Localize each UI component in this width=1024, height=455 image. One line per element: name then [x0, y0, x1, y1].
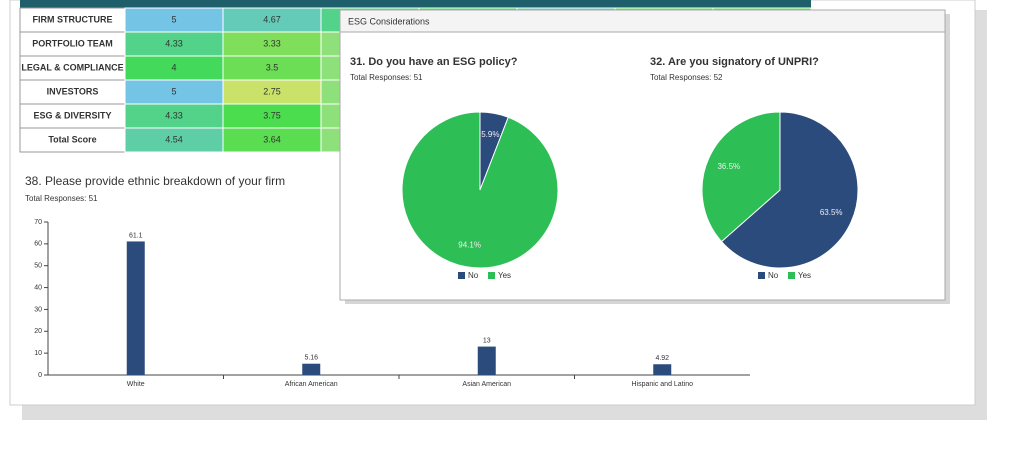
score-cell [124, 79, 224, 105]
score-cell [222, 127, 322, 153]
score-value: 3.75 [263, 110, 281, 120]
y-tick-label: 30 [34, 306, 42, 313]
y-tick-label: 0 [38, 372, 42, 379]
legend-swatch [488, 272, 495, 279]
y-tick-label: 50 [34, 263, 42, 270]
score-value: 3.33 [263, 38, 281, 48]
y-tick-label: 20 [34, 328, 42, 335]
legend-swatch [758, 272, 765, 279]
y-tick-label: 70 [34, 219, 42, 226]
score-value: 2.75 [263, 86, 281, 96]
legend-label: No [468, 271, 479, 280]
legend-label: Yes [798, 271, 811, 280]
x-tick-label: African American [285, 381, 338, 388]
x-tick-label: Asian American [462, 381, 511, 388]
score-cell [124, 7, 224, 33]
score-cell [124, 31, 224, 57]
row-label: PORTFOLIO TEAM [32, 38, 113, 48]
panel-title: ESG Considerations [348, 16, 430, 26]
score-value: 4.54 [165, 134, 183, 144]
x-tick-label: Hispanic and Latino [632, 381, 694, 388]
score-cell [222, 79, 322, 105]
score-value: 5 [171, 86, 176, 96]
bar-value-label: 61.1 [129, 232, 143, 239]
chart-subtitle: Total Responses: 51 [25, 194, 98, 203]
chart-title: 38. Please provide ethnic breakdown of y… [25, 174, 285, 188]
legend-swatch [458, 272, 465, 279]
y-tick-label: 60 [34, 241, 42, 248]
score-cell [222, 103, 322, 129]
score-cell [222, 7, 322, 33]
bar-value-label: 5.16 [304, 355, 318, 362]
x-tick-label: White [127, 381, 145, 388]
score-cell [222, 55, 322, 81]
chart-subtitle: Total Responses: 51 [350, 73, 423, 82]
score-cell [124, 103, 224, 129]
score-value: 4.67 [263, 14, 281, 24]
table-header-band [20, 0, 811, 8]
row-label: ESG & DIVERSITY [33, 110, 111, 120]
score-value: 4.33 [165, 110, 183, 120]
score-value: 3.5 [266, 62, 279, 72]
pie-slice [701, 111, 781, 243]
legend-swatch [788, 272, 795, 279]
pie-slice [401, 111, 559, 269]
slice-label: 63.5% [820, 208, 843, 217]
slice-label: 94.1% [458, 240, 481, 249]
row-label: FIRM STRUCTURE [33, 14, 113, 24]
slice-label: 5.9% [481, 130, 499, 139]
bar [126, 241, 145, 375]
pie-slice [720, 111, 859, 269]
row-label: INVESTORS [47, 86, 99, 96]
legend-label: Yes [498, 271, 511, 280]
bar-value-label: 13 [483, 337, 491, 344]
score-value: 4.33 [165, 38, 183, 48]
row-label: Total Score [48, 134, 96, 144]
score-value: 4 [171, 62, 176, 72]
row-label-cell [19, 79, 126, 105]
bar-value-label: 4.92 [655, 355, 669, 362]
slice-label: 36.5% [717, 162, 740, 171]
score-cell [124, 55, 224, 81]
row-label: LEGAL & COMPLIANCE [21, 62, 123, 72]
chart-title: 32. Are you signatory of UNPRI? [650, 56, 819, 68]
bar [302, 363, 321, 375]
bar [653, 364, 672, 375]
score-value: 5 [171, 14, 176, 24]
y-tick-label: 10 [34, 350, 42, 357]
panel-header [339, 9, 946, 33]
score-value: 3.64 [263, 134, 281, 144]
y-tick-label: 40 [34, 284, 42, 291]
legend-label: No [768, 271, 779, 280]
chart-title: 31. Do you have an ESG policy? [350, 56, 518, 68]
chart-subtitle: Total Responses: 52 [650, 73, 723, 82]
bar [477, 346, 496, 375]
row-label-cell [19, 55, 126, 81]
